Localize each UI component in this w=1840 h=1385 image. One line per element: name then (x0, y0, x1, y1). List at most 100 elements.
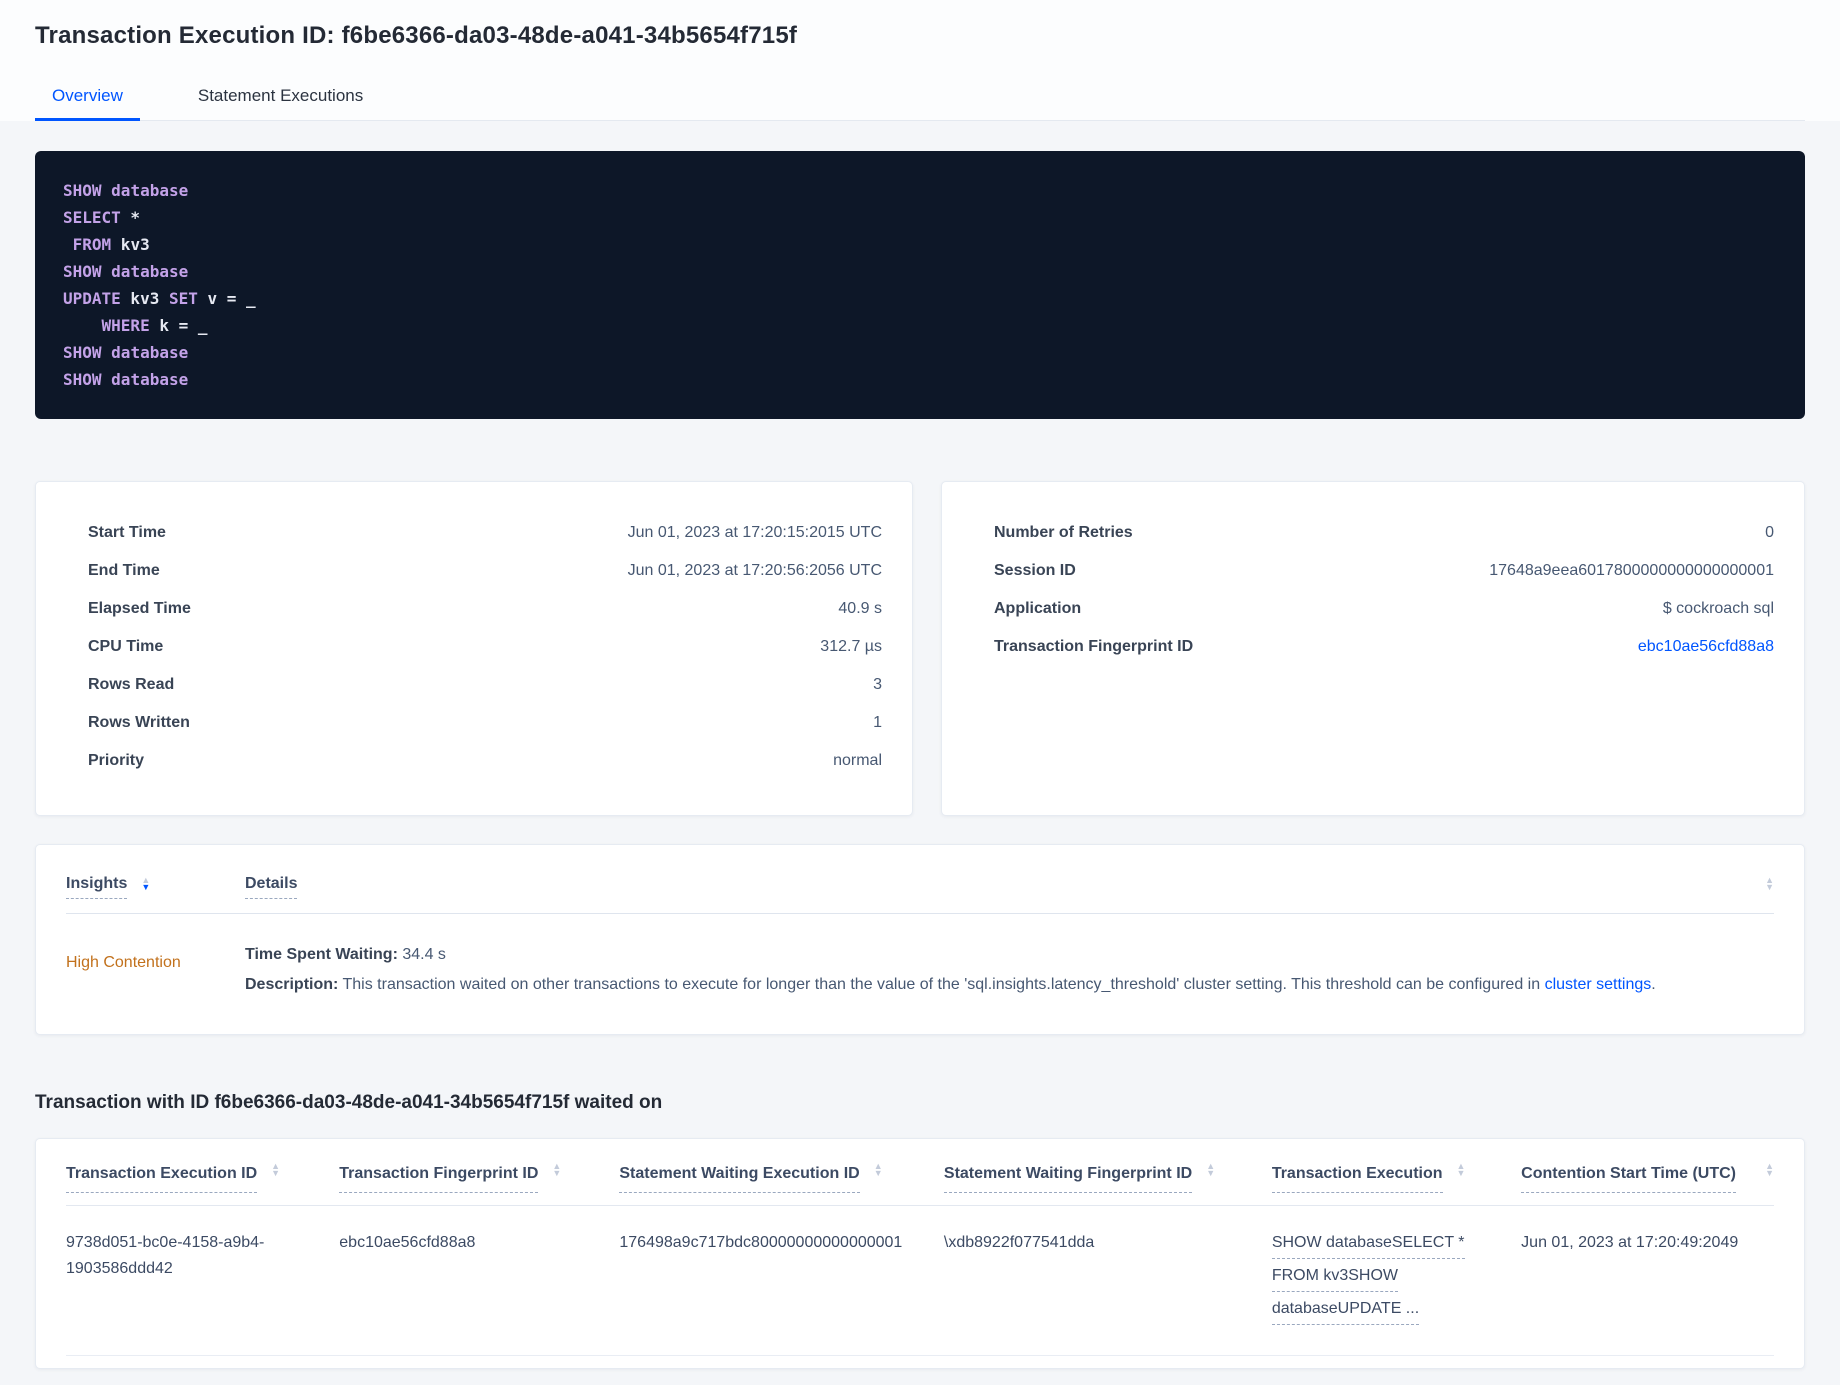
txn-execution-link[interactable]: FROM kv3SHOW (1271, 1263, 1399, 1292)
cell-txn-fingerprint-id: ebc10ae56cfd88a8 (339, 1234, 476, 1251)
sort-desc-icon: ▼ (1765, 1168, 1774, 1178)
end-time-label: End Time (88, 562, 160, 579)
session-id-row: Session ID 17648a9eea6017800000000000000… (972, 552, 1774, 590)
sort-desc-icon: ▼ (1765, 882, 1775, 892)
txn-fingerprint-label: Transaction Fingerprint ID (994, 638, 1194, 655)
sort-asc-icon: ▲ (271, 1161, 281, 1171)
tab-statement-executions[interactable]: Statement Executions (197, 86, 364, 105)
description-line: Description: This transaction waited on … (245, 970, 1774, 1000)
sort-icon[interactable]: ▲ ▼ (873, 1161, 883, 1178)
insight-row: High Contention Time Spent Waiting: 34.4… (66, 914, 1774, 1006)
col-stmt-waiting-fingerprint-id[interactable]: Statement Waiting Fingerprint ID ▲ ▼ (943, 1161, 1272, 1193)
elapsed-time-row: Elapsed Time 40.9 s (66, 590, 882, 628)
cell-stmt-waiting-fingerprint-id: \xdb8922f077541dda (943, 1234, 1095, 1251)
sort-icon[interactable]: ▲ ▼ (1456, 1161, 1466, 1178)
rows-read-label: Rows Read (88, 676, 175, 693)
time-spent-waiting-value: 34.4 s (397, 946, 446, 963)
sort-asc-icon: ▲ (1456, 1161, 1466, 1171)
sort-icon[interactable]: ▲ ▼ (1206, 1161, 1216, 1178)
col-txn-fingerprint-id[interactable]: Transaction Fingerprint ID ▲ ▼ (339, 1161, 619, 1193)
session-id-value: 17648a9eea6017800000000000000001 (1489, 562, 1774, 579)
sort-asc-icon: ▲ (873, 1161, 883, 1171)
details-cards-row: Start Time Jun 01, 2023 at 17:20:15:2015… (35, 481, 1805, 816)
retries-row: Number of Retries 0 (972, 514, 1774, 552)
sort-desc-icon: ▼ (552, 1168, 562, 1178)
start-time-label: Start Time (88, 524, 166, 541)
waited-on-heading: Transaction with ID f6be6366-da03-48de-a… (35, 1092, 663, 1113)
description-text: This transaction waited on other transac… (338, 976, 1545, 993)
retries-label: Number of Retries (994, 524, 1133, 541)
session-details-card: Number of Retries 0 Session ID 17648a9ee… (941, 481, 1805, 816)
page-title: Transaction Execution ID: f6be6366-da03-… (35, 22, 798, 49)
sort-icon-insights[interactable]: ▲ ▼ (141, 875, 151, 892)
cpu-time-value: 312.7 µs (820, 638, 882, 655)
col-contention-start-time[interactable]: Contention Start Time (UTC) ▲ ▼ (1521, 1161, 1774, 1193)
cpu-time-label: CPU Time (88, 638, 164, 655)
sort-asc-icon: ▲ (1765, 1161, 1774, 1171)
sort-icon-right[interactable]: ▲ ▼ (1765, 875, 1775, 892)
high-contention-badge: High Contention (66, 954, 181, 971)
retries-value: 0 (1765, 524, 1774, 541)
col-txn-execution-label[interactable]: Transaction Execution (1271, 1161, 1443, 1193)
col-stmt-waiting-execution-id-label[interactable]: Statement Waiting Execution ID (619, 1161, 860, 1193)
rows-written-row: Rows Written 1 (66, 704, 882, 742)
sort-asc-icon: ▲ (1765, 875, 1775, 885)
rows-written-label: Rows Written (88, 714, 190, 731)
sort-asc-icon: ▲ (552, 1161, 562, 1171)
cell-contention-start-time: Jun 01, 2023 at 17:20:49:2049 (1521, 1234, 1739, 1251)
sort-asc-icon: ▲ (1206, 1161, 1216, 1171)
col-txn-execution[interactable]: Transaction Execution ▲ ▼ (1271, 1161, 1521, 1193)
sort-icon[interactable]: ▲ ▼ (1765, 1161, 1774, 1178)
waited-on-table-row: 9738d051-bc0e-4158-a9b4-1903586ddd42 ebc… (66, 1206, 1774, 1356)
page-header: Transaction Execution ID: f6be6366-da03-… (0, 0, 1840, 121)
col-contention-start-time-label[interactable]: Contention Start Time (UTC) (1521, 1161, 1736, 1193)
col-stmt-waiting-fingerprint-id-label[interactable]: Statement Waiting Fingerprint ID (943, 1161, 1193, 1193)
tab-overview[interactable]: Overview (35, 76, 140, 121)
end-time-row: End Time Jun 01, 2023 at 17:20:56:2056 U… (66, 552, 882, 590)
start-time-value: Jun 01, 2023 at 17:20:15:2015 UTC (627, 524, 882, 541)
priority-row: Priority normal (66, 742, 882, 780)
description-label: Description: (245, 976, 339, 993)
rows-read-value: 3 (873, 676, 882, 693)
cell-stmt-waiting-execution-id: 176498a9c717bdc80000000000000001 (619, 1234, 903, 1251)
txn-fingerprint-link[interactable]: ebc10ae56cfd88a8 (1637, 638, 1774, 655)
overview-content: SHOW database SELECT * FROM kv3 SHOW datab… (0, 121, 1840, 1385)
insight-details-cell: Time Spent Waiting: 34.4 s Description: … (245, 940, 1774, 1000)
cpu-time-row: CPU Time 312.7 µs (66, 628, 882, 666)
application-row: Application $ cockroach sql (972, 590, 1774, 628)
details-column-header[interactable]: Details (245, 875, 998, 899)
details-column-label[interactable]: Details (245, 875, 298, 899)
elapsed-time-label: Elapsed Time (88, 600, 191, 617)
rows-written-value: 1 (873, 714, 882, 731)
sort-icon[interactable]: ▲ ▼ (271, 1161, 281, 1178)
txn-execution-link[interactable]: databaseUPDATE ... (1271, 1296, 1420, 1325)
insights-column-label[interactable]: Insights (66, 875, 128, 899)
sort-desc-icon: ▼ (271, 1168, 281, 1178)
start-time-row: Start Time Jun 01, 2023 at 17:20:15:2015… (66, 514, 882, 552)
col-txn-execution-id[interactable]: Transaction Execution ID ▲ ▼ (66, 1161, 339, 1193)
sort-asc-icon: ▲ (141, 875, 151, 885)
cluster-settings-link[interactable]: cluster settings (1544, 976, 1652, 993)
txn-execution-link[interactable]: SHOW databaseSELECT * (1271, 1230, 1465, 1259)
waited-on-table-header: Transaction Execution ID ▲ ▼ Transaction … (66, 1161, 1774, 1206)
application-value: $ cockroach sql (1662, 600, 1774, 617)
priority-value: normal (833, 752, 882, 769)
insights-table-card: Insights ▲ ▼ Details ▲ ▼ High Contention T… (35, 844, 1805, 1035)
rows-read-row: Rows Read 3 (66, 666, 882, 704)
col-txn-fingerprint-id-label[interactable]: Transaction Fingerprint ID (339, 1161, 539, 1193)
col-stmt-waiting-execution-id[interactable]: Statement Waiting Execution ID ▲ ▼ (619, 1161, 944, 1193)
cell-txn-execution: SHOW databaseSELECT * FROM kv3SHOW datab… (1271, 1230, 1521, 1329)
insights-table-header: Insights ▲ ▼ Details ▲ ▼ (66, 869, 1774, 914)
priority-label: Priority (88, 752, 145, 769)
insights-column-header[interactable]: Insights ▲ ▼ (66, 875, 231, 899)
tab-bar: Overview Statement Executions (35, 76, 1805, 121)
txn-fingerprint-row: Transaction Fingerprint ID ebc10ae56cfd8… (972, 628, 1774, 666)
sql-code: SHOW database SELECT * FROM kv3 SHOW datab… (63, 181, 256, 389)
col-txn-execution-id-label[interactable]: Transaction Execution ID (66, 1161, 258, 1193)
elapsed-time-value: 40.9 s (838, 600, 882, 617)
waited-on-table-card: Transaction Execution ID ▲ ▼ Transaction … (35, 1138, 1805, 1369)
sort-desc-icon: ▼ (873, 1168, 883, 1178)
time-spent-waiting-line: Time Spent Waiting: 34.4 s (245, 940, 1774, 970)
sort-icon[interactable]: ▲ ▼ (552, 1161, 562, 1178)
